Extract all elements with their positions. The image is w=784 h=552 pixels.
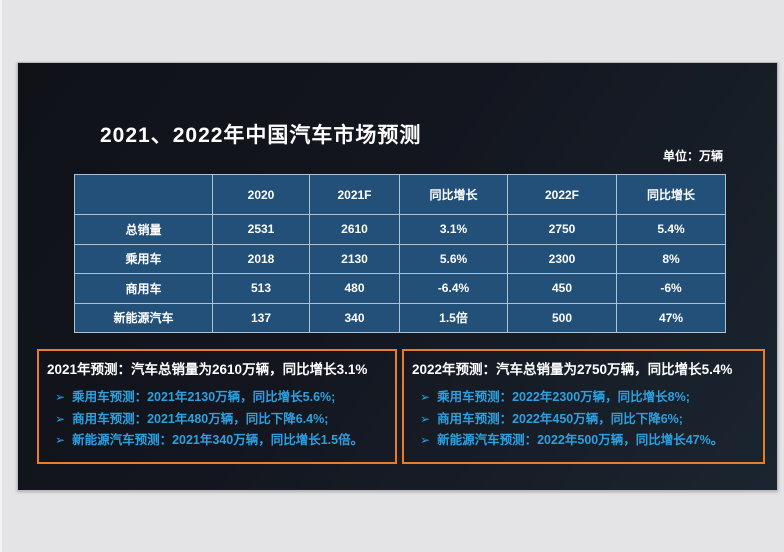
table-cell: 2610 [309,214,400,245]
table-cell: 5.4% [616,214,726,245]
table-cell: 8% [616,243,726,274]
arrow-bullet-icon: ➢ [55,411,66,426]
unit-label: 单位：万辆 [662,149,723,163]
forecast-box-2021-bullets: ➢ 乘用车预测：2021年2130万辆，同比增长5.6%; ➢ 商用车预测：2021… [47,387,387,452]
table-row: 总销量 2531 2610 3.1% 2750 5.4% [74,214,726,245]
table-cell: 1.5倍 [399,302,508,333]
forecast-box-2022: 2022年预测：汽车总销量为2750万辆，同比增长5.4% ➢ 乘用车预测：202… [402,349,765,464]
table-cell: 2531 [212,214,310,245]
arrow-bullet-icon: ➢ [420,411,431,426]
table-row: 商用车 513 480 -6.4% 450 -6% [74,273,726,304]
table-cell: 3.1% [399,214,508,245]
forecast-box-2021-heading: 2021年预测：汽车总销量为2610万辆，同比增长3.1% [47,362,368,377]
arrow-bullet-icon: ➢ [55,390,66,404]
bullet-text: 商用车预测：2022年450万辆，同比下降6%; [437,411,683,426]
table-cell: 137 [212,302,310,333]
table-header-cell-blank [74,174,213,215]
table-cell: 450 [507,273,617,304]
table-cell: -6.4% [399,273,508,304]
table-row: 新能源汽车 137 340 1.5倍 500 47% [74,302,726,333]
row-label: 乘用车 [74,243,213,274]
bullet-item: ➢ 商用车预测：2022年450万辆，同比下降6%; [412,409,755,431]
bullet-item: ➢ 新能源汽车预测：2022年500万辆，同比增长47%。 [412,430,755,452]
bullet-text: 商用车预测：2021年480万辆，同比下降6.4%; [72,411,329,426]
forecast-box-2021: 2021年预测：汽车总销量为2610万辆，同比增长3.1% ➢ 乘用车预测：202… [37,349,397,464]
row-label: 新能源汽车 [74,302,213,333]
table-cell: 2130 [309,243,400,274]
table-header-cell-2020: 2020 [212,174,310,215]
table-header-cell-yoy-2022: 同比增长 [616,174,726,215]
table-cell: 2750 [507,214,617,245]
row-label: 商用车 [74,273,213,304]
bullet-text: 乘用车预测：2022年2300万辆，同比增长8%; [437,390,690,404]
bullet-item: ➢ 乘用车预测：2021年2130万辆，同比增长5.6%; [47,387,387,409]
table-cell: 513 [212,273,310,304]
table-cell: 2300 [507,243,617,274]
bullet-text: 乘用车预测：2021年2130万辆，同比增长5.6%; [72,390,336,404]
bullet-item: ➢ 新能源汽车预测：2021年340万辆，同比增长1.5倍。 [47,430,387,452]
table-cell: 500 [507,302,617,333]
table-cell: 47% [616,302,726,333]
table-header-cell-2021f: 2021F [309,174,400,215]
forecast-box-2022-bullets: ➢ 乘用车预测：2022年2300万辆，同比增长8%; ➢ 商用车预测：2022年4… [412,387,755,452]
forecast-box-2022-heading: 2022年预测：汽车总销量为2750万辆，同比增长5.4% [412,362,733,377]
bullet-text: 新能源汽车预测：2022年500万辆，同比增长47%。 [437,433,724,447]
page-title: 2021、2022年中国汽车市场预测 [100,124,422,147]
table-cell: -6% [616,273,726,304]
arrow-bullet-icon: ➢ [420,433,431,447]
table-header-row: 2020 2021F 同比增长 2022F 同比增长 [74,174,726,215]
table-header-cell-2022f: 2022F [507,174,617,215]
table-header-cell-yoy-2021: 同比增长 [399,174,508,215]
arrow-bullet-icon: ➢ [55,433,66,447]
bullet-item: ➢ 商用车预测：2021年480万辆，同比下降6.4%; [47,409,387,431]
table-cell: 2018 [212,243,310,274]
table-cell: 340 [309,302,400,333]
presentation-slide: 2021、2022年中国汽车市场预测 单位：万辆 2020 2021F 同比增长… [17,62,778,491]
forecast-table: 2020 2021F 同比增长 2022F 同比增长 总销量 2531 2610… [74,174,726,333]
table-row: 乘用车 2018 2130 5.6% 2300 8% [74,243,726,274]
row-label: 总销量 [74,214,213,245]
bullet-text: 新能源汽车预测：2021年340万辆，同比增长1.5倍。 [72,433,364,447]
table-cell: 480 [309,273,400,304]
bullet-item: ➢ 乘用车预测：2022年2300万辆，同比增长8%; [412,387,755,409]
arrow-bullet-icon: ➢ [420,390,431,404]
table-cell: 5.6% [399,243,508,274]
